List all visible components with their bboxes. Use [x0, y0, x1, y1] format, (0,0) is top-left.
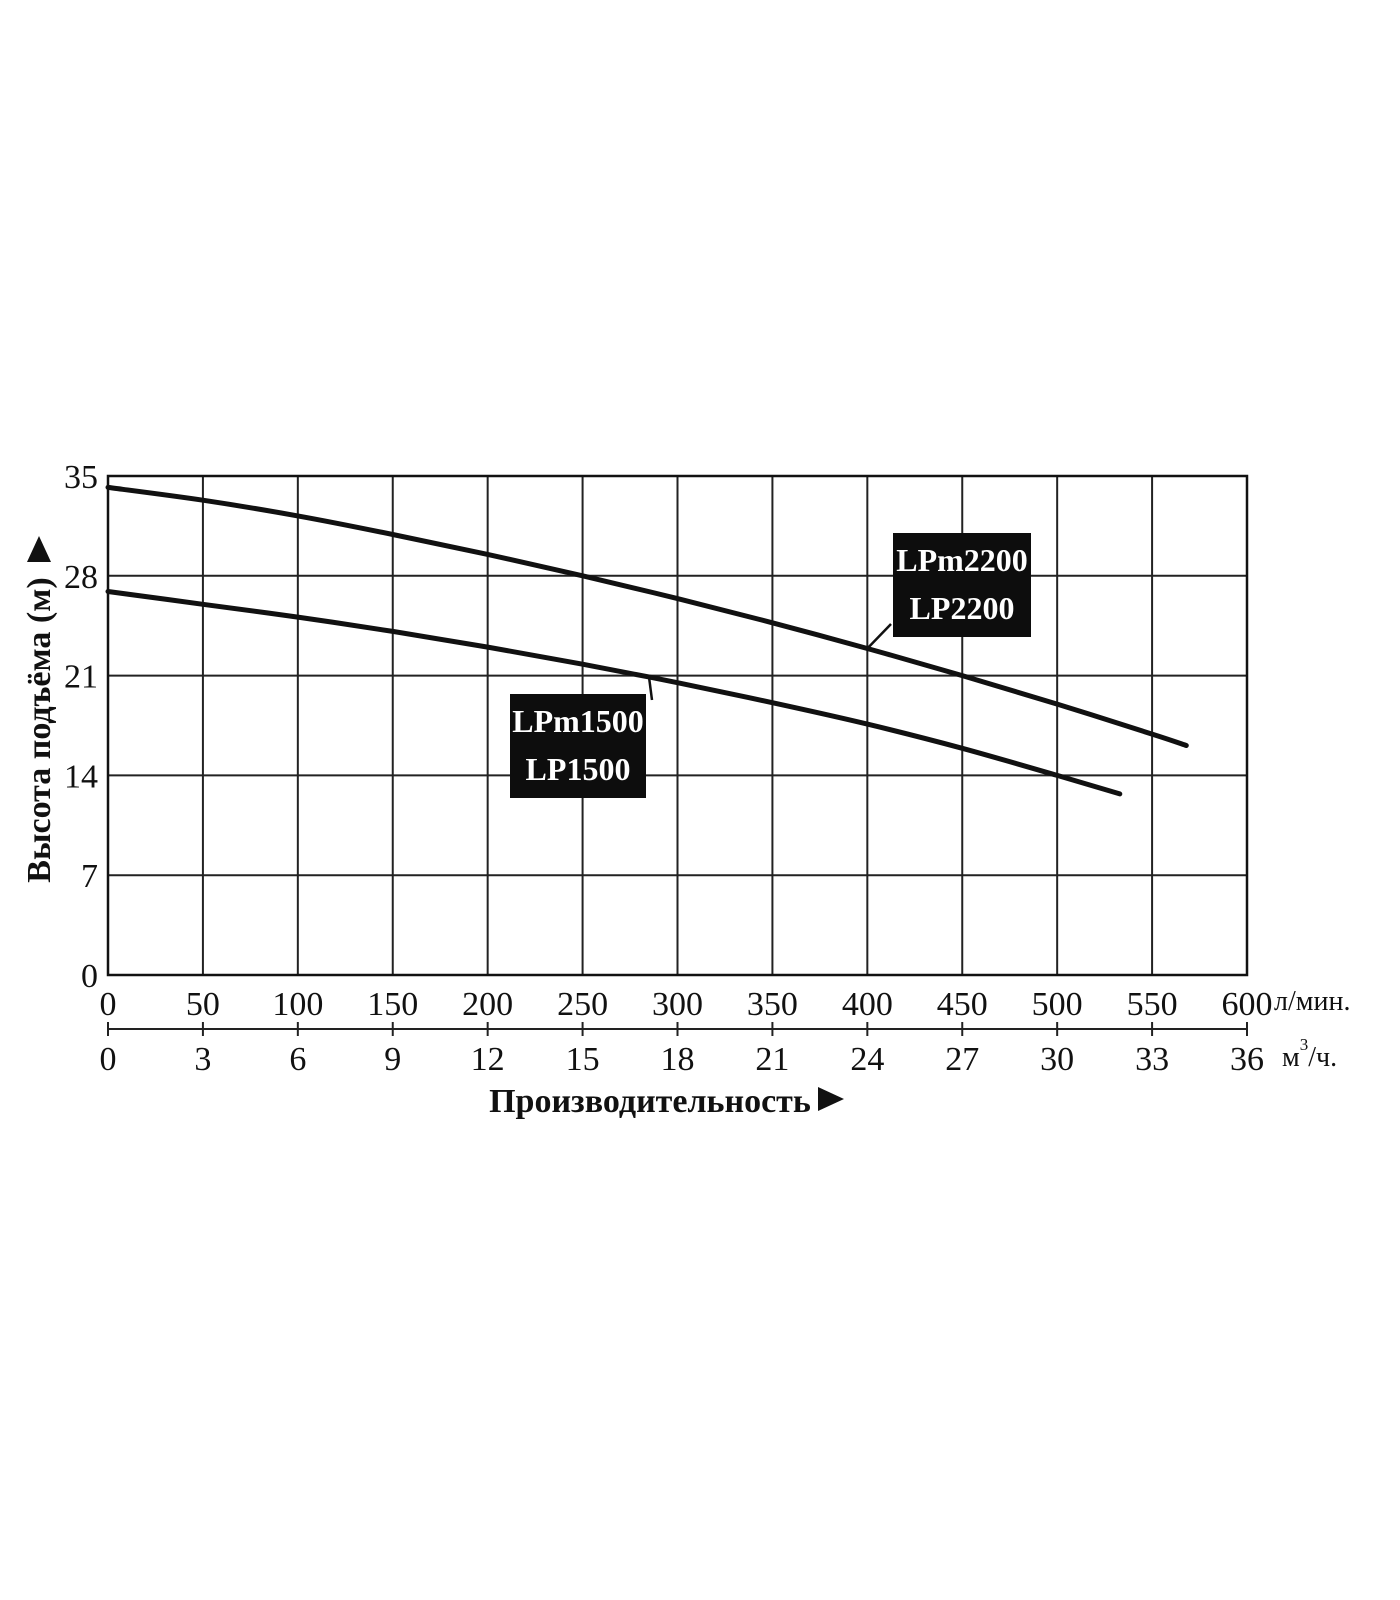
x-secondary-tick-label: 0	[100, 1041, 117, 1078]
y-axis-title: Высота подъёма (м)	[21, 577, 58, 882]
series-label-text: LP1500	[526, 751, 631, 787]
x-secondary-tick-label: 9	[384, 1041, 401, 1078]
series-label-text: LP2200	[910, 590, 1015, 626]
y-tick-label: 14	[64, 758, 98, 795]
x-tick-label: 600	[1222, 986, 1273, 1023]
x-tick-label: 450	[937, 986, 988, 1023]
y-tick-label: 7	[81, 858, 98, 895]
x-axis-title: Производительность	[489, 1083, 811, 1120]
x-secondary-tick-label: 3	[194, 1041, 211, 1078]
x-secondary-tick-label: 27	[945, 1041, 979, 1078]
x-tick-label: 550	[1127, 986, 1178, 1023]
x-secondary-tick-label: 18	[661, 1041, 695, 1078]
x-tick-label: 500	[1032, 986, 1083, 1023]
series-line-lp2200	[105, 484, 1189, 748]
x-axis-arrow-icon	[818, 1087, 844, 1111]
plot-frame	[106, 474, 1249, 977]
x-unit-secondary-exp: 3	[1300, 1035, 1309, 1054]
x-tick-label: 400	[842, 986, 893, 1023]
x-unit-secondary-base: м	[1282, 1042, 1300, 1073]
y-tick-label: 0	[81, 958, 98, 995]
series-lines	[105, 484, 1189, 797]
x-secondary-tick-label: 36	[1230, 1041, 1264, 1078]
x-tick-label: 100	[272, 986, 323, 1023]
x-tick-label: 0	[100, 986, 117, 1023]
y-tick-label: 21	[64, 659, 98, 696]
x-secondary-tick-label: 24	[850, 1041, 884, 1078]
x-secondary-tick-label: 21	[755, 1041, 789, 1078]
x-tick-label: 350	[747, 986, 798, 1023]
x-secondary-tick-label: 15	[566, 1041, 600, 1078]
x-unit-secondary-tail: /ч.	[1308, 1042, 1337, 1073]
x-tick-label: 200	[462, 986, 513, 1023]
x-secondary-tick-label: 33	[1135, 1041, 1169, 1078]
series-label-leader	[866, 623, 892, 650]
series-label-text: LPm2200	[896, 542, 1028, 578]
y-axis-arrow-icon	[27, 536, 51, 562]
series-label-leader	[647, 677, 654, 701]
series-label-box	[510, 694, 646, 798]
x-tick-label: 300	[652, 986, 703, 1023]
series-label-text: LPm1500	[512, 703, 644, 739]
x-tick-label: 50	[186, 986, 220, 1023]
x-tick-label: 150	[367, 986, 418, 1023]
grid	[106, 474, 1249, 977]
x-unit-primary: л/мин.	[1274, 986, 1350, 1017]
x-secondary-tick-label: 12	[471, 1041, 505, 1078]
y-tick-label: 28	[64, 559, 98, 596]
y-tick-label: 35	[64, 459, 98, 496]
x-secondary-tick-label: 30	[1040, 1041, 1074, 1078]
series-labels: LPm2200 LP2200 LPm1500 LP1500	[510, 533, 1031, 798]
x-secondary-tick-label: 6	[289, 1041, 306, 1078]
x-unit-secondary: м3/ч.	[1282, 1035, 1337, 1073]
series-line-lp1500	[105, 589, 1123, 797]
x-tick-label: 250	[557, 986, 608, 1023]
series-label-box	[893, 533, 1031, 637]
